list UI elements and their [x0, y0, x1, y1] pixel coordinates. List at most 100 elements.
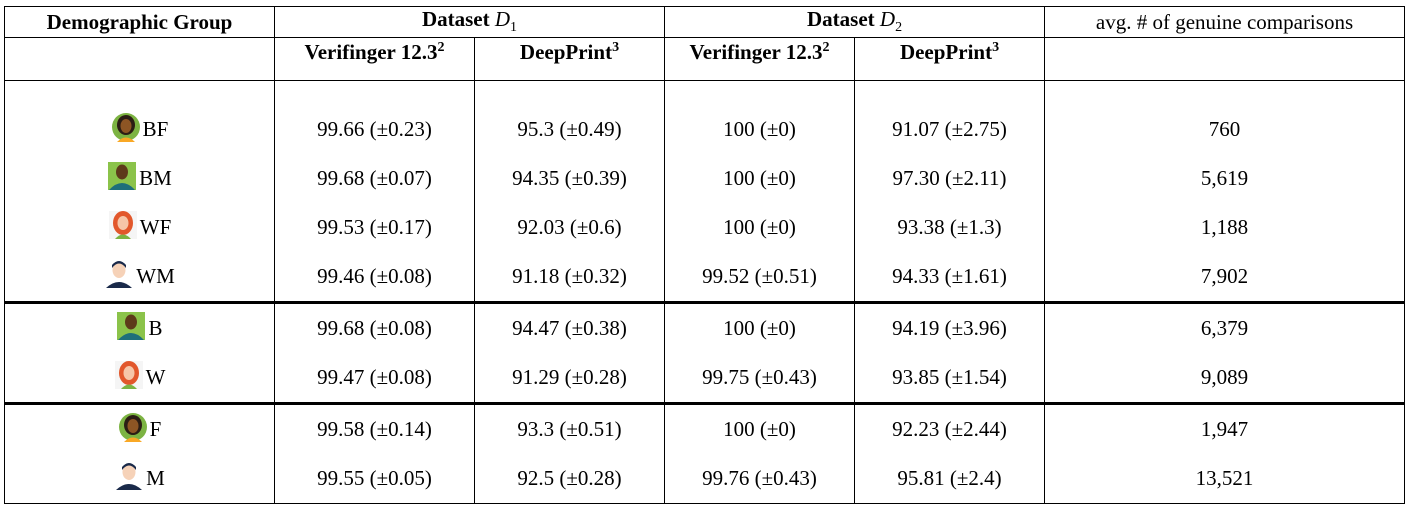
- cell: 99.66 (±0.23): [274, 105, 475, 154]
- results-table: Demographic Group Dataset D1 Dataset D2 …: [4, 6, 1406, 504]
- group-label: B: [116, 311, 163, 341]
- cell: 6,379: [1044, 302, 1406, 353]
- cell: 95.3 (±0.49): [473, 105, 666, 154]
- cell: 94.33 (±1.61): [854, 252, 1046, 304]
- cell: 100 (±0): [664, 403, 856, 454]
- subheader-text: DeepPrint: [899, 40, 993, 64]
- subheader-sup: 3: [992, 40, 1000, 55]
- subheader-sup: 2: [822, 40, 830, 55]
- data-row: WF 99.53 (±0.17) 92.03 (±0.6) 100 (±0) 93.38…: [4, 203, 1406, 252]
- group-name: BF: [142, 116, 169, 141]
- group-name: WF: [139, 214, 172, 239]
- cell: 100 (±0): [664, 105, 856, 154]
- cell: 97.30 (±2.11): [854, 154, 1046, 203]
- subheader-sup: 3: [612, 40, 620, 55]
- cell: BF: [4, 105, 275, 154]
- empty-cell: [1044, 37, 1406, 81]
- avatar-icon: [106, 260, 133, 288]
- cell: B: [4, 302, 275, 353]
- cell: 91.18 (±0.32): [473, 252, 666, 304]
- avatar-icon: [118, 412, 147, 442]
- cell: 99.46 (±0.08): [274, 252, 475, 304]
- header-row: Demographic Group Dataset D1 Dataset D2 …: [4, 6, 1406, 38]
- group-name: F: [149, 416, 162, 441]
- cell: 99.52 (±0.51): [664, 252, 856, 304]
- data-row: B 99.68 (±0.08) 94.47 (±0.38) 100 (±0) 94.19…: [4, 302, 1406, 353]
- cell: M: [4, 454, 275, 504]
- cell: WF: [4, 203, 275, 252]
- cell: 91.07 (±2.75): [854, 105, 1046, 154]
- cell: 100 (±0): [664, 302, 856, 353]
- group-label: BM: [107, 161, 172, 191]
- cell: 99.68 (±0.08): [274, 302, 475, 353]
- cell: 99.55 (±0.05): [274, 454, 475, 504]
- data-row: F 99.58 (±0.14) 93.3 (±0.51) 100 (±0) 92.23 …: [4, 403, 1406, 454]
- header-cell: avg. # of genuine comparisons: [1044, 6, 1406, 38]
- avatar-icon: [111, 112, 140, 142]
- header-sub: 2: [895, 20, 903, 36]
- header-text: Dataset: [421, 7, 495, 32]
- group-label: F: [118, 412, 162, 442]
- cell: 94.19 (±3.96): [854, 302, 1046, 353]
- cell: 7,902: [1044, 252, 1406, 304]
- header-text: Dataset: [806, 7, 880, 32]
- cell: 99.58 (±0.14): [274, 403, 475, 454]
- avatar-icon: [116, 462, 143, 490]
- data-row: BF 99.66 (±0.23) 95.3 (±0.49) 100 (±0) 91.07…: [4, 105, 1406, 154]
- cell: 9,089: [1044, 353, 1406, 405]
- cell: 99.68 (±0.07): [274, 154, 475, 203]
- group-label: W: [114, 360, 166, 390]
- cell: F: [4, 403, 275, 454]
- data-row: BM 99.68 (±0.07) 94.35 (±0.39) 100 (±0) 97.3…: [4, 154, 1406, 203]
- cell: 5,619: [1044, 154, 1406, 203]
- avatar-icon: [114, 360, 143, 389]
- subheader-row: Verifinger 12.32 DeepPrint3 Verifinger 12.…: [4, 37, 1406, 81]
- cell: 13,521: [1044, 454, 1406, 504]
- cell: 99.76 (±0.43): [664, 454, 856, 504]
- group-label: WM: [104, 259, 175, 289]
- cell: 92.23 (±2.44): [854, 403, 1046, 454]
- table-body: Demographic Group Dataset D1 Dataset D2 …: [4, 6, 1406, 504]
- cell: 760: [1044, 105, 1406, 154]
- header-cell: Demographic Group: [4, 6, 275, 38]
- group-label: WF: [108, 210, 172, 240]
- cell: BM: [4, 154, 275, 203]
- header-var: D: [494, 7, 511, 32]
- group-name: B: [148, 315, 163, 340]
- subheader-text: DeepPrint: [519, 40, 613, 64]
- cell: 94.47 (±0.38): [473, 302, 666, 353]
- cell: 92.5 (±0.28): [473, 454, 666, 504]
- cell: WM: [4, 252, 275, 304]
- avatar-icon: [117, 311, 146, 340]
- cell: 99.47 (±0.08): [274, 353, 475, 405]
- header-var: D: [879, 7, 896, 32]
- cell: 95.81 (±2.4): [854, 454, 1046, 504]
- group-name: W: [145, 364, 166, 389]
- subheader-cell: DeepPrint3: [854, 37, 1046, 81]
- cell: 93.3 (±0.51): [473, 403, 666, 454]
- cell: 93.38 (±1.3): [854, 203, 1046, 252]
- data-row: W 99.47 (±0.08) 91.29 (±0.28) 99.75 (±0.43)…: [4, 353, 1406, 405]
- group-name: BM: [139, 165, 172, 190]
- cell: 100 (±0): [664, 203, 856, 252]
- cell: 99.75 (±0.43): [664, 353, 856, 405]
- cell: 93.85 (±1.54): [854, 353, 1046, 405]
- cell: W: [4, 353, 275, 405]
- subheader-text: Verifinger 12.3: [689, 40, 823, 64]
- cell: 100 (±0): [664, 154, 856, 203]
- data-row: WM 99.46 (±0.08) 91.18 (±0.32) 99.52 (±0.51…: [4, 252, 1406, 304]
- header-sub: 1: [510, 20, 518, 36]
- group-label: M: [114, 461, 165, 491]
- cell: 91.29 (±0.28): [473, 353, 666, 405]
- cell: 92.03 (±0.6): [473, 203, 666, 252]
- subheader-sup: 2: [437, 40, 445, 55]
- avatar-icon: [108, 161, 137, 190]
- subheader-cell: DeepPrint3: [473, 37, 666, 81]
- group-name: WM: [136, 263, 175, 288]
- cell: 1,188: [1044, 203, 1406, 252]
- header-cell: Dataset D1: [273, 6, 666, 38]
- avatar-icon: [108, 210, 137, 239]
- cell: 1,947: [1044, 403, 1406, 454]
- spacer-row: [4, 80, 1406, 105]
